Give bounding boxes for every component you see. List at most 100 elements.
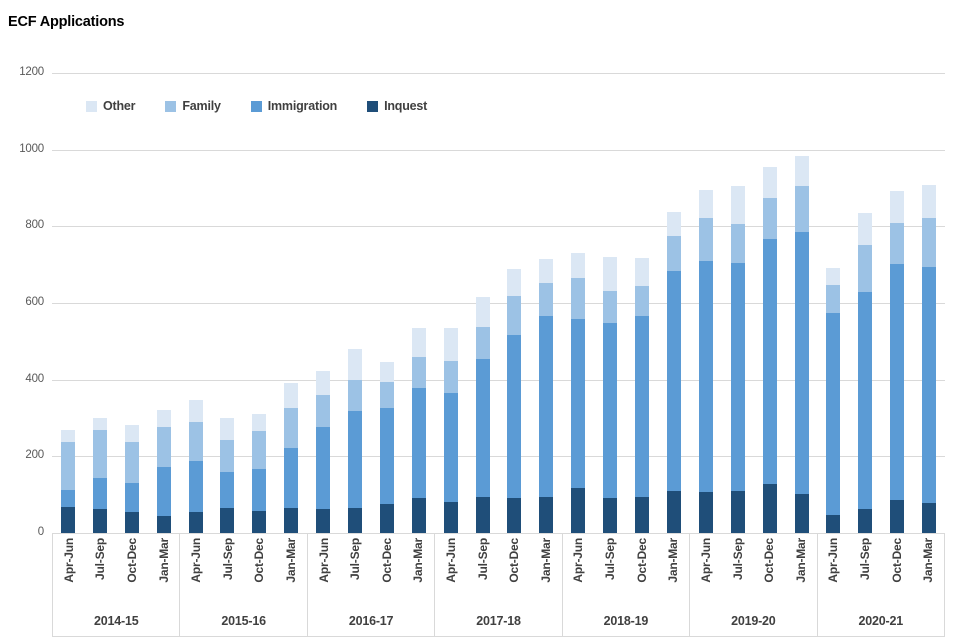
x-tick-slot: Apr-Jun (53, 533, 85, 605)
segment-other (124, 424, 139, 443)
legend-label: Inquest (384, 99, 428, 113)
segment-inquest (188, 511, 203, 533)
bar-slot (467, 73, 499, 533)
gridline-400 (52, 379, 945, 381)
segment-immigration (379, 408, 394, 504)
legend-swatch-immigration (250, 100, 262, 112)
segment-immigration (252, 469, 267, 512)
segment-inquest (156, 516, 171, 533)
x-tick-slot: Oct-Dec (371, 533, 403, 605)
segment-immigration (124, 482, 139, 512)
segment-immigration (347, 411, 362, 509)
bar-slot (116, 73, 148, 533)
gridline-600 (52, 303, 945, 304)
segment-immigration (858, 291, 873, 509)
quarter-label-row: Apr-Jun Jul-Sep Oct-Dec Jan-Mar (53, 533, 179, 605)
legend-item-inquest: Inquest (367, 99, 427, 113)
segment-other (762, 166, 777, 198)
segment-inquest (475, 496, 490, 533)
x-tick-label: Jul-Sep (348, 538, 363, 580)
quarter-label-row: Apr-Jun Jul-Sep Oct-Dec Jan-Mar (180, 533, 306, 605)
bar-slot (530, 73, 562, 533)
segment-inquest (92, 508, 107, 533)
segment-immigration (443, 393, 458, 502)
bar-2017-18-jul-sep (475, 73, 490, 533)
year-label-row: 2017-18 (435, 605, 561, 636)
segment-family (347, 380, 362, 412)
segment-other (571, 253, 586, 279)
bar-slot (339, 73, 371, 533)
gridline-0 (52, 533, 945, 534)
segment-other (858, 212, 873, 246)
segment-immigration (635, 316, 650, 497)
bar-slot (148, 73, 180, 533)
bar-2015-16-apr-jun (188, 73, 203, 533)
x-tick-slot: Jan-Mar (530, 533, 562, 605)
bar-slot (690, 73, 722, 533)
bar-slot (849, 73, 881, 533)
bar-2020-21-apr-jun (826, 73, 841, 533)
segment-immigration (539, 316, 554, 497)
segment-family (922, 217, 937, 267)
bar-slot (913, 73, 945, 533)
segment-family (60, 442, 75, 491)
bar-2014-15-apr-jun (60, 73, 75, 533)
segment-family (507, 296, 522, 336)
segment-immigration (826, 312, 841, 515)
year-label: 2016-17 (348, 613, 394, 628)
segment-immigration (507, 335, 522, 499)
bar-group-2019-20 (690, 73, 818, 533)
segment-other (794, 156, 809, 187)
x-group-2019-20: Apr-Jun Jul-Sep Oct-Dec Jan-Mar 2019-20 (690, 533, 818, 636)
x-tick-slot: Apr-Jun (690, 533, 722, 605)
x-tick-label: Oct-Dec (889, 538, 904, 583)
segment-family (220, 439, 235, 473)
bar-slot (243, 73, 275, 533)
segment-inquest (571, 488, 586, 533)
segment-other (92, 418, 107, 430)
segment-other (411, 327, 426, 358)
bar-2015-16-jul-sep (220, 73, 235, 533)
x-tick-slot: Jul-Sep (849, 533, 881, 605)
x-tick-slot: Oct-Dec (498, 533, 530, 605)
bar-2016-17-jul-sep (347, 73, 362, 533)
plot-area: Other Family Immigration Inquest (52, 73, 945, 534)
segment-immigration (411, 388, 426, 499)
segment-inquest (794, 493, 809, 533)
segment-other (698, 189, 713, 218)
segment-immigration (316, 427, 331, 509)
x-tick-label: Oct-Dec (634, 538, 649, 583)
bar-group-2020-21 (817, 73, 945, 533)
segment-inquest (284, 508, 299, 533)
x-tick-slot: Jan-Mar (275, 533, 307, 605)
segment-immigration (794, 232, 809, 494)
segment-family (124, 442, 139, 483)
segment-family (443, 360, 458, 394)
quarter-label-row: Apr-Jun Jul-Sep Oct-Dec Jan-Mar (563, 533, 689, 605)
bar-2016-17-apr-jun (316, 73, 331, 533)
x-tick-slot: Oct-Dec (881, 533, 913, 605)
bar-slot (562, 73, 594, 533)
x-tick-label: Apr-Jun (189, 538, 204, 583)
x-tick-label: Jul-Sep (475, 538, 490, 580)
x-tick-slot: Jan-Mar (912, 533, 944, 605)
segment-other (507, 268, 522, 297)
x-tick-label: Oct-Dec (762, 538, 777, 583)
segment-other (60, 429, 75, 443)
bar-slot (786, 73, 818, 533)
segment-other (220, 417, 235, 440)
legend: Other Family Immigration Inquest (86, 99, 427, 113)
segment-other (156, 409, 171, 427)
quarter-label-row: Apr-Jun Jul-Sep Oct-Dec Jan-Mar (818, 533, 944, 605)
bar-2015-16-oct-dec (252, 73, 267, 533)
x-tick-label: Apr-Jun (61, 538, 76, 583)
bar-2015-16-jan-mar (284, 73, 299, 533)
legend-label: Immigration (267, 99, 338, 113)
x-group-2014-15: Apr-Jun Jul-Sep Oct-Dec Jan-Mar 2014-15 (53, 533, 181, 636)
x-tick-label: Jul-Sep (220, 538, 235, 580)
year-label: 2014-15 (93, 613, 139, 628)
segment-inquest (858, 508, 873, 533)
x-tick-label: Apr-Jun (826, 538, 841, 583)
segment-family (635, 286, 650, 317)
bar-2019-20-jan-mar (794, 73, 809, 533)
